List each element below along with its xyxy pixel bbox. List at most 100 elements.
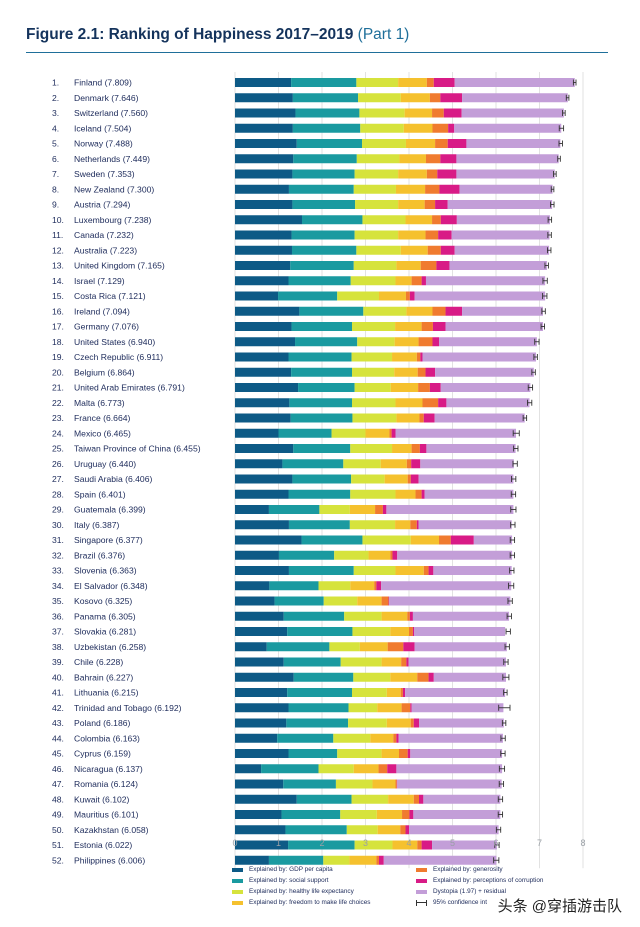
bar-segment-health [337,291,379,301]
bar-segment-generosity [401,703,411,713]
bar-segment-freedom [392,352,417,362]
bar-segment-corruption [413,718,420,728]
bar-segment-generosity [395,779,397,789]
legend-item-gdp: Explained by: GDP per capita [232,866,333,873]
bar-segment-freedom [378,291,406,301]
bar-segment-dystopia [414,291,546,301]
bar-segment-dystopia [459,184,553,194]
table-row: 50. Kazakhstan (6.058) [52,825,502,835]
bar-segment-dystopia [446,398,530,408]
bar-segment-gdp [235,672,294,682]
table-row: 29. Guatemala (6.399) [52,505,517,515]
legend-item-dystopia: Dystopia (1.97) + residual [416,888,506,895]
figure-title: Figure 2.1: Ranking of Happiness 2017–20… [26,26,409,44]
bar-segment-social [293,672,354,682]
row-country-label: Kazakhstan (6.058) [74,825,149,835]
row-rank: 30. [52,520,64,530]
table-row: 12. Australia (7.223) [52,245,552,255]
bar-segment-freedom [381,611,408,621]
bar-segment-dystopia [412,611,510,621]
bar-segment-corruption [382,505,387,514]
row-country-label: Israel (7.129) [74,276,125,286]
bar-segment-gdp [235,291,279,301]
bar-segment-freedom [398,230,426,240]
legend-swatch-gdp [232,867,243,872]
bar-segment-corruption [421,276,426,286]
bar-segment-generosity [387,642,404,652]
legend-item-corruption: Explained by: perceptions of corruption [416,877,543,884]
x-tick-label: 4 [406,838,411,848]
bar-segment-gdp [235,505,269,514]
table-row: 40. Bahrain (6.227) [52,672,510,682]
x-tick-label: 8 [580,838,585,848]
bar-segment-corruption [428,566,434,575]
bar-segment-freedom [405,139,436,148]
chart-rows: 1. Finland (7.809) 2. Denmark (7.646) 3. Swit… [52,78,577,865]
bar-segment-social [289,398,353,408]
bar-segment-generosity [427,245,441,255]
bar-segment-gdp [235,764,262,774]
bar-segment-dystopia [451,230,550,240]
bar-segment-corruption [409,810,414,819]
bar-segment-social [283,657,341,667]
row-rank: 40. [52,672,64,682]
bar-segment-dystopia [381,581,512,591]
table-row: 46. Nicaragua (6.137) [52,764,506,774]
bar-segment-corruption [440,245,455,255]
bar-segment-dystopia [466,139,561,148]
row-rank: 13. [52,261,64,271]
bar-segment-social [298,383,355,392]
bar-segment-freedom [405,215,433,225]
bar-segment-health [323,855,350,865]
row-rank: 17. [52,322,64,332]
bar-segment-gdp [235,322,292,331]
bar-segment-health [323,596,358,606]
bar-segment-social [295,337,358,347]
figure-title-part: (Part 1) [357,26,410,43]
bar-segment-health [356,78,399,87]
bar-segment-corruption [409,291,415,301]
bar-segment-freedom [395,520,411,530]
table-row: 9. Austria (7.294) [52,200,555,210]
bar-segment-dystopia [454,123,562,133]
bar-segment-corruption [445,306,463,316]
bar-segment-freedom [403,123,433,133]
row-country-label: Uzbekistan (6.258) [74,642,146,652]
bar-segment-health [355,200,399,209]
bar-segment-gdp [235,459,283,469]
bar-segment-health [318,764,354,774]
table-row: 38. Uzbekistan (6.258) [52,642,510,652]
bar-segment-dystopia [410,749,503,758]
bar-segment-freedom [395,184,426,194]
row-country-label: Kuwait (6.102) [74,794,130,804]
title-rule [26,52,608,53]
bar-segment-health [352,367,395,377]
bar-segment-gdp [235,581,270,591]
bar-segment-corruption [391,428,396,438]
bar-segment-dystopia [418,474,514,484]
bar-segment-gdp [235,367,292,377]
legend-label-dystopia: Dystopia (1.97) + residual [433,888,506,895]
bar-segment-gdp [235,108,296,118]
table-row: 4. Iceland (7.504) [52,123,565,133]
row-rank: 29. [52,505,64,515]
bar-segment-generosity [411,276,422,286]
bar-segment-generosity [420,261,437,270]
bar-segment-health [334,550,369,560]
row-rank: 49. [52,810,64,820]
bar-segment-gdp [235,444,294,453]
bar-segment-social [299,306,364,316]
bar-segment-social [283,779,336,789]
bar-segment-corruption [443,108,462,118]
bar-segment-dystopia [411,703,504,713]
bar-segment-gdp [235,123,293,133]
bar-segment-dystopia [454,78,575,87]
bar-segment-generosity [402,810,410,819]
bar-segment-health [343,459,381,469]
bar-segment-social [292,123,361,133]
bar-segment-social [288,352,352,362]
bar-segment-gdp [235,169,293,179]
bar-segment-gdp [235,535,302,545]
bar-segment-corruption [432,337,440,347]
bar-segment-gdp [235,794,297,804]
